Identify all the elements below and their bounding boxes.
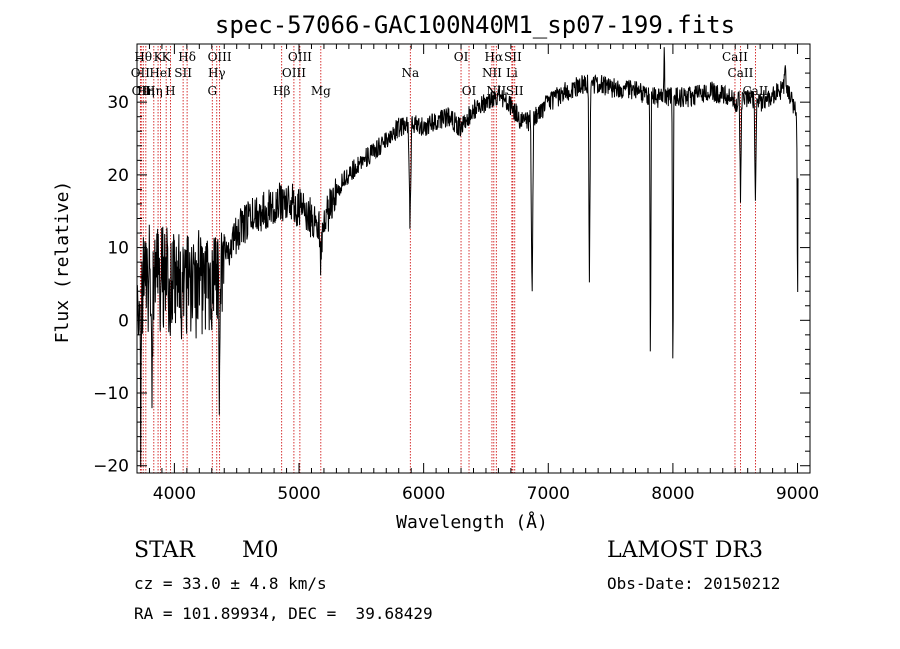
spectral-line-label: K <box>162 50 172 64</box>
spectral-line-label: OIII <box>208 50 232 64</box>
spectral-line-label: CaII <box>728 66 754 80</box>
y-tick-label: 30 <box>107 93 129 113</box>
spectral-line-label: K <box>154 50 164 64</box>
spectral-line-label: NII <box>482 66 502 80</box>
x-tick-label: 6000 <box>402 484 445 504</box>
observation-date: Obs-Date: 20150212 <box>607 574 781 593</box>
spectral-line-label: HeI <box>149 66 172 80</box>
y-tick-label: −20 <box>93 457 129 477</box>
spectral-line-label: OI <box>454 50 469 64</box>
survey-release: LAMOST DR3 <box>607 538 763 563</box>
redshift-velocity: cz = 33.0 ± 4.8 km/s <box>134 574 327 593</box>
y-tick-label: 0 <box>118 311 129 331</box>
spectral-line-label: Li <box>506 66 518 80</box>
spectral-line-label: OIII <box>288 50 312 64</box>
x-tick-label: 9000 <box>776 484 819 504</box>
spectral-line-label: Mg <box>311 84 331 98</box>
spectral-line-label: OII <box>132 84 152 98</box>
spectral-line-label: H <box>165 84 175 98</box>
x-tick-label: 5000 <box>277 484 320 504</box>
spectral-line-label: Hθ <box>134 50 152 64</box>
x-axis-label: Wavelength (Å) <box>396 511 548 533</box>
spectrum-series <box>136 47 799 467</box>
spectral-line-label: Na <box>401 66 419 80</box>
spectral-line-label: CaII <box>722 50 748 64</box>
spectral-line-label: NII <box>486 84 506 98</box>
spectral-line-label: Hη <box>145 84 163 98</box>
sky-coordinates: RA = 101.89934, DEC = 39.68429 <box>134 604 433 623</box>
spectrum-line <box>136 47 799 467</box>
plot-area <box>137 44 810 473</box>
x-tick-label: 7000 <box>527 484 570 504</box>
spectral-line-label: OI <box>462 84 477 98</box>
spectral-line-label: OIII <box>282 66 306 80</box>
y-tick-label: −10 <box>93 384 129 404</box>
object-subclass: M0 <box>242 538 279 563</box>
spectral-line-label: SII <box>506 84 524 98</box>
plot-background <box>137 44 810 473</box>
x-tick-label: 8000 <box>651 484 694 504</box>
spectral-line-labels: OIIOIIHθHηHηKHeIKHSIIHδGHγOIIIHβOIIIOIII… <box>131 50 769 98</box>
spectral-line-label: CaII <box>742 84 768 98</box>
chart-title: spec-57066-GAC100N40M1_sp07-199.fits <box>215 11 735 39</box>
y-axis-label: Flux (relative) <box>52 181 73 344</box>
spectral-line-label: SII <box>174 66 192 80</box>
x-tick-label: 4000 <box>153 484 196 504</box>
spectral-line-label: Hβ <box>273 84 290 98</box>
spectral-line-label: Hδ <box>178 50 196 64</box>
spectral-line-label: Hα <box>485 50 504 64</box>
spectral-line-label: SII <box>504 50 522 64</box>
axes: 4000 5000 6000 7000 8000 9000 −20 −10 0 10 20 30 <box>93 43 819 504</box>
y-tick-label: 10 <box>107 239 129 259</box>
y-tick-label: 20 <box>107 166 129 186</box>
spectral-line-label: G <box>207 84 217 98</box>
object-class: STAR <box>134 538 195 563</box>
spectral-line-label: Hγ <box>208 66 226 80</box>
